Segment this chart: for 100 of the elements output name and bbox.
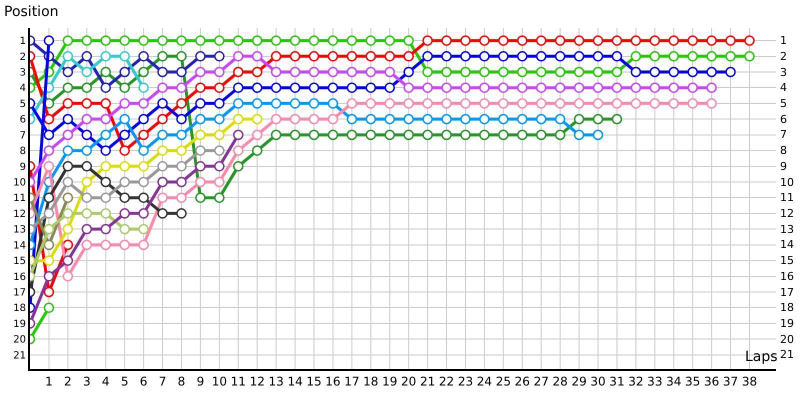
point bbox=[706, 35, 717, 46]
point bbox=[100, 35, 111, 46]
point bbox=[270, 130, 282, 140]
point bbox=[612, 66, 622, 78]
point bbox=[328, 130, 338, 140]
y-tick-label: 4 bbox=[20, 83, 26, 94]
y2-tick-label: 6 bbox=[780, 113, 787, 126]
point bbox=[706, 98, 717, 109]
point bbox=[384, 51, 395, 62]
point bbox=[157, 114, 168, 124]
point bbox=[270, 51, 282, 62]
point bbox=[176, 98, 187, 109]
point bbox=[308, 98, 320, 109]
point bbox=[687, 66, 698, 78]
x-tick-label: 4 bbox=[102, 374, 110, 388]
y2-tick-label: 20 bbox=[780, 333, 794, 346]
point bbox=[214, 114, 225, 124]
point bbox=[592, 35, 604, 46]
y-tick-label: 21 bbox=[13, 350, 26, 362]
y2-tick-label: 17 bbox=[780, 286, 794, 299]
point bbox=[517, 66, 528, 78]
point bbox=[119, 208, 130, 219]
point bbox=[574, 51, 584, 62]
point bbox=[233, 98, 244, 109]
point bbox=[138, 224, 149, 234]
point bbox=[233, 114, 244, 124]
x-axis-title: Laps bbox=[745, 349, 778, 365]
point bbox=[100, 130, 111, 140]
point bbox=[346, 82, 358, 93]
point bbox=[82, 192, 92, 203]
point bbox=[536, 51, 546, 62]
point bbox=[403, 98, 414, 109]
y-tick-label: 11 bbox=[13, 193, 26, 204]
point bbox=[157, 145, 168, 156]
point bbox=[536, 35, 546, 46]
y2-tick-label: 18 bbox=[780, 301, 794, 314]
point bbox=[100, 66, 111, 78]
point bbox=[157, 51, 168, 62]
point bbox=[44, 286, 54, 298]
point bbox=[82, 145, 92, 156]
point bbox=[100, 192, 111, 203]
point bbox=[119, 176, 130, 188]
point bbox=[252, 98, 262, 109]
point bbox=[157, 82, 168, 93]
point bbox=[252, 145, 262, 156]
point bbox=[650, 51, 660, 62]
x-tick-label: 21 bbox=[420, 374, 436, 388]
point bbox=[403, 82, 414, 93]
point bbox=[517, 35, 528, 46]
point bbox=[536, 82, 546, 93]
y-tick-label: 1 bbox=[20, 36, 26, 48]
point bbox=[592, 82, 604, 93]
point bbox=[384, 98, 395, 109]
point bbox=[725, 66, 736, 78]
point bbox=[138, 66, 149, 78]
point bbox=[517, 114, 528, 124]
point bbox=[366, 98, 376, 109]
point bbox=[62, 35, 74, 46]
point bbox=[592, 51, 604, 62]
x-tick-label: 27 bbox=[534, 374, 549, 388]
point bbox=[138, 130, 149, 140]
point bbox=[44, 145, 54, 156]
point bbox=[554, 82, 566, 93]
point bbox=[119, 82, 130, 93]
point bbox=[82, 224, 92, 234]
point bbox=[403, 114, 414, 124]
point bbox=[403, 130, 414, 140]
point bbox=[119, 161, 130, 172]
point bbox=[422, 98, 433, 109]
point bbox=[157, 66, 168, 78]
point bbox=[195, 66, 206, 78]
point bbox=[233, 35, 244, 46]
y2-tick-label: 5 bbox=[780, 97, 787, 110]
point bbox=[214, 35, 225, 46]
point bbox=[479, 130, 490, 140]
point bbox=[214, 161, 225, 172]
point bbox=[270, 114, 282, 124]
point bbox=[441, 35, 452, 46]
x-tick-label: 11 bbox=[230, 374, 246, 388]
point bbox=[176, 130, 187, 140]
point bbox=[100, 176, 111, 188]
point bbox=[138, 176, 149, 188]
point bbox=[100, 114, 111, 124]
y2-tick-label: 16 bbox=[780, 270, 794, 283]
point bbox=[328, 35, 338, 46]
y2-tick-label: 2 bbox=[780, 50, 787, 63]
point bbox=[366, 51, 376, 62]
point bbox=[574, 98, 584, 109]
point bbox=[233, 145, 244, 156]
point bbox=[62, 82, 74, 93]
point bbox=[44, 161, 54, 172]
point bbox=[479, 114, 490, 124]
point bbox=[62, 161, 74, 172]
point bbox=[498, 114, 509, 124]
point bbox=[536, 98, 546, 109]
point bbox=[574, 35, 584, 46]
x-tick-label: 34 bbox=[666, 374, 682, 388]
point bbox=[536, 66, 546, 78]
point bbox=[82, 130, 92, 140]
point bbox=[44, 240, 54, 250]
